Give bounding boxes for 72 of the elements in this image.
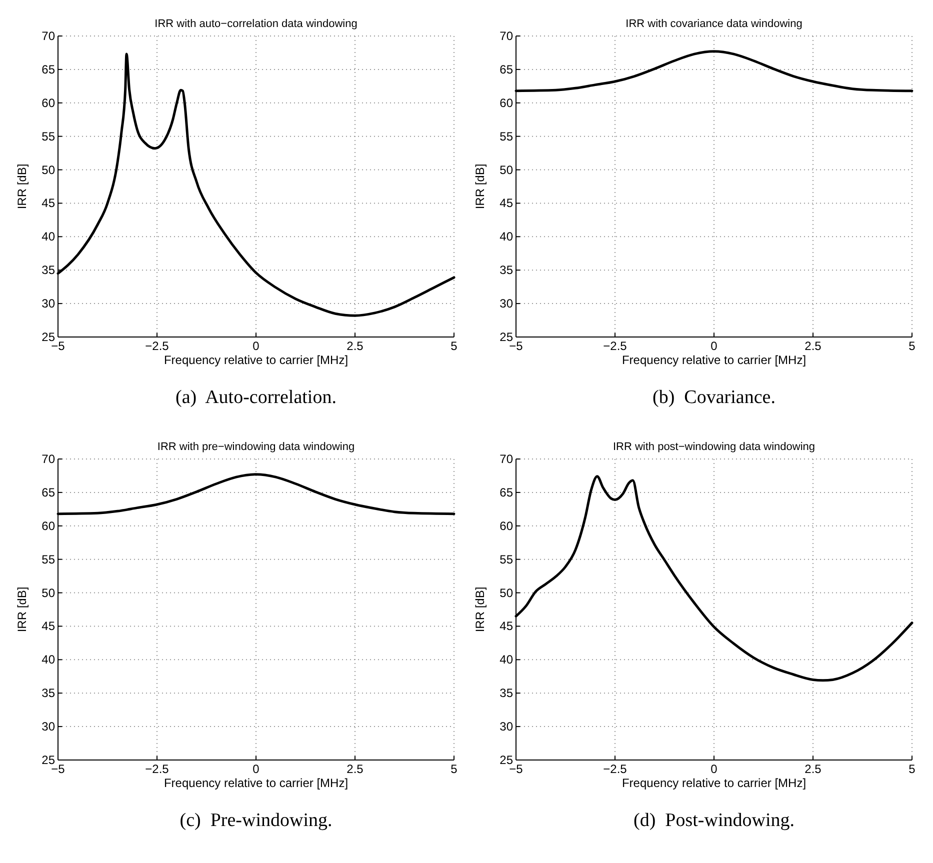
- text: (a) Auto-correlation.: [176, 387, 336, 408]
- y-tick-label: 40: [42, 230, 56, 244]
- y-tick-label: 50: [42, 162, 56, 177]
- y-axis-title: IRR [dB]: [473, 586, 487, 632]
- x-axis-title: Frequency relative to carrier [MHz]: [622, 776, 806, 790]
- y-tick-label: 35: [42, 263, 56, 278]
- y-tick-label: 35: [500, 263, 514, 278]
- y-tick-label: 30: [42, 296, 56, 311]
- x-tick-label: 0: [252, 762, 260, 776]
- y-tick-label: 60: [500, 518, 514, 533]
- x-tick-label: 2.5: [804, 762, 822, 776]
- x-tick-label: −2.5: [145, 762, 170, 776]
- y-tick-label: 55: [42, 552, 56, 566]
- x-tick-label: 0: [252, 339, 260, 353]
- x-tick-label: −2.5: [145, 339, 170, 353]
- x-axis-title: Frequency relative to carrier [MHz]: [164, 353, 348, 367]
- y-tick-label: 70: [500, 29, 514, 43]
- chart-title: IRR with covariance data windowing: [626, 18, 802, 30]
- y-tick-label: 45: [42, 196, 56, 210]
- y-tick-label: 30: [500, 720, 514, 734]
- x-axis-title: Frequency relative to carrier [MHz]: [164, 776, 348, 790]
- y-tick-label: 25: [500, 753, 514, 767]
- y-tick-label: 60: [500, 96, 514, 110]
- y-tick-label: 35: [500, 686, 514, 700]
- x-tick-label: 5: [908, 339, 916, 353]
- y-tick-label: 65: [500, 62, 514, 76]
- x-axis-title: Frequency relative to carrier [MHz]: [622, 353, 806, 367]
- chart-title: IRR with pre−windowing data windowing: [157, 441, 355, 453]
- y-tick-label: 25: [42, 753, 56, 767]
- y-axis-title: IRR [dB]: [473, 164, 487, 210]
- x-tick-label: 5: [450, 339, 458, 353]
- y-tick-label: 25: [500, 330, 514, 344]
- y-tick-label: 50: [500, 586, 514, 600]
- y-axis-title: IRR [dB]: [15, 164, 29, 210]
- y-tick-label: 70: [500, 452, 514, 466]
- x-tick-label: 5: [908, 762, 916, 776]
- y-tick-label: 60: [42, 518, 56, 533]
- y-tick-label: 40: [500, 652, 514, 667]
- y-tick-label: 55: [42, 129, 56, 144]
- y-tick-label: 65: [500, 485, 514, 500]
- y-axis-title: IRR [dB]: [15, 586, 29, 632]
- y-tick-label: 45: [42, 619, 56, 634]
- x-tick-label: −2.5: [603, 339, 628, 353]
- y-tick-label: 60: [42, 96, 56, 110]
- x-tick-label: 0: [710, 339, 718, 353]
- y-tick-label: 55: [500, 129, 514, 144]
- y-tick-label: 45: [500, 196, 514, 210]
- y-tick-label: 25: [42, 330, 56, 344]
- y-tick-label: 70: [42, 452, 56, 466]
- x-tick-label: 5: [450, 762, 458, 776]
- x-tick-label: 2.5: [346, 762, 364, 776]
- y-tick-label: 70: [42, 29, 56, 43]
- y-tick-label: 50: [500, 162, 514, 177]
- y-tick-label: 40: [500, 230, 514, 244]
- x-tick-label: −2.5: [603, 762, 628, 776]
- text: (b) Covariance.: [652, 387, 776, 408]
- y-tick-label: 55: [500, 552, 514, 566]
- chart-title: IRR with post−windowing data windowing: [612, 441, 816, 453]
- y-tick-label: 45: [500, 619, 514, 634]
- y-tick-label: 30: [500, 296, 514, 311]
- y-tick-label: 65: [42, 62, 56, 76]
- y-tick-label: 50: [42, 586, 56, 600]
- text: (d) Post-windowing.: [634, 810, 794, 831]
- text: (c) Pre-windowing.: [180, 810, 332, 831]
- y-tick-label: 65: [42, 485, 56, 500]
- y-tick-label: 30: [42, 720, 56, 734]
- chart-title: IRR with auto−correlation data windowing: [154, 18, 358, 30]
- y-tick-label: 40: [42, 652, 56, 667]
- x-tick-label: 2.5: [804, 339, 822, 353]
- y-tick-label: 35: [42, 686, 56, 700]
- x-tick-label: 0: [710, 762, 718, 776]
- x-tick-label: 2.5: [346, 339, 364, 353]
